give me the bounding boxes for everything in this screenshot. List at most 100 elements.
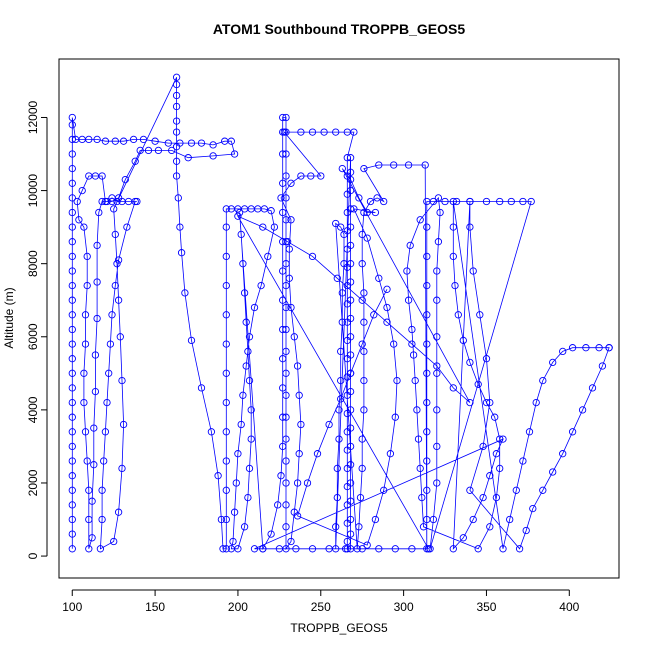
data-point xyxy=(419,523,428,531)
data-point xyxy=(519,457,527,465)
data-point xyxy=(346,406,355,414)
data-point xyxy=(113,197,121,206)
data-point xyxy=(416,464,424,473)
data-point xyxy=(380,197,388,206)
data-point xyxy=(250,545,259,553)
data-point xyxy=(408,340,416,348)
data-point xyxy=(91,351,100,359)
data-point xyxy=(433,406,441,414)
data-point xyxy=(73,197,81,206)
data-point xyxy=(293,362,302,370)
data-point xyxy=(466,398,474,407)
data-point xyxy=(187,139,196,147)
data-point xyxy=(68,223,76,231)
data-point xyxy=(499,435,507,443)
data-point xyxy=(346,387,355,396)
data-point xyxy=(578,406,587,414)
data-point xyxy=(333,274,341,282)
data-point xyxy=(131,197,139,206)
data-point xyxy=(308,252,317,261)
data-point xyxy=(476,311,484,319)
data-point xyxy=(293,479,302,487)
data-point xyxy=(332,523,340,531)
data-point xyxy=(375,545,383,553)
data-point xyxy=(371,515,380,524)
data-point xyxy=(333,493,341,502)
data-point xyxy=(479,493,487,502)
data-point xyxy=(390,340,398,348)
data-point xyxy=(209,152,217,160)
data-point xyxy=(136,146,144,155)
data-point xyxy=(433,362,441,370)
data-point xyxy=(436,208,444,217)
data-point xyxy=(358,464,366,473)
data-point xyxy=(172,172,181,180)
data-point xyxy=(515,545,524,553)
data-point xyxy=(184,154,192,162)
data-point xyxy=(277,472,285,480)
data-point xyxy=(373,194,381,202)
data-point xyxy=(113,260,121,268)
data-point xyxy=(292,545,300,553)
data-point xyxy=(360,208,368,217)
data-point xyxy=(358,545,366,553)
data-point xyxy=(337,376,345,385)
data-point xyxy=(337,223,345,231)
data-point xyxy=(492,493,501,502)
data-point xyxy=(297,420,305,429)
data-point xyxy=(108,311,116,319)
data-point xyxy=(227,137,235,145)
data-point xyxy=(217,515,226,524)
data-point xyxy=(434,238,443,246)
data-point xyxy=(154,146,163,155)
data-point xyxy=(229,537,237,546)
y-tick-label: 12000 xyxy=(26,100,40,134)
x-axis-label: TROPPB_GEOS5 xyxy=(290,621,388,635)
data-point xyxy=(214,472,222,480)
data-point xyxy=(282,325,290,334)
data-point xyxy=(559,450,567,458)
data-point xyxy=(68,296,76,304)
data-point xyxy=(131,157,139,165)
data-point xyxy=(287,303,295,312)
data-point xyxy=(423,340,431,348)
data-point xyxy=(172,143,181,151)
data-point xyxy=(80,398,88,407)
data-point xyxy=(346,168,355,176)
data-point xyxy=(121,175,129,184)
data-point xyxy=(129,135,138,144)
data-point xyxy=(83,281,91,290)
data-point xyxy=(363,208,371,217)
data-point xyxy=(279,238,287,246)
data-point xyxy=(234,545,242,553)
data-point xyxy=(222,486,230,494)
data-point xyxy=(68,384,76,392)
data-point xyxy=(588,384,597,392)
data-point xyxy=(282,303,290,312)
data-point xyxy=(279,296,287,304)
data-point xyxy=(356,493,365,502)
data-point xyxy=(346,333,355,341)
data-point xyxy=(346,515,355,524)
data-point xyxy=(222,369,230,377)
data-point xyxy=(449,545,457,553)
data-point xyxy=(242,318,250,326)
data-point xyxy=(386,450,395,458)
data-point xyxy=(338,318,346,326)
data-point xyxy=(353,545,361,553)
data-point xyxy=(366,197,375,206)
plot-area-frame xyxy=(58,58,620,579)
data-point xyxy=(239,260,247,268)
data-point xyxy=(317,172,325,180)
data-point xyxy=(360,164,368,173)
data-point xyxy=(474,545,482,553)
data-point xyxy=(100,457,108,465)
data-point xyxy=(290,333,298,341)
data-point xyxy=(293,512,302,520)
data-point xyxy=(283,238,292,246)
data-point xyxy=(98,197,106,206)
data-point xyxy=(423,281,431,290)
data-point xyxy=(222,515,230,524)
data-point xyxy=(114,256,123,264)
data-point xyxy=(383,318,391,326)
